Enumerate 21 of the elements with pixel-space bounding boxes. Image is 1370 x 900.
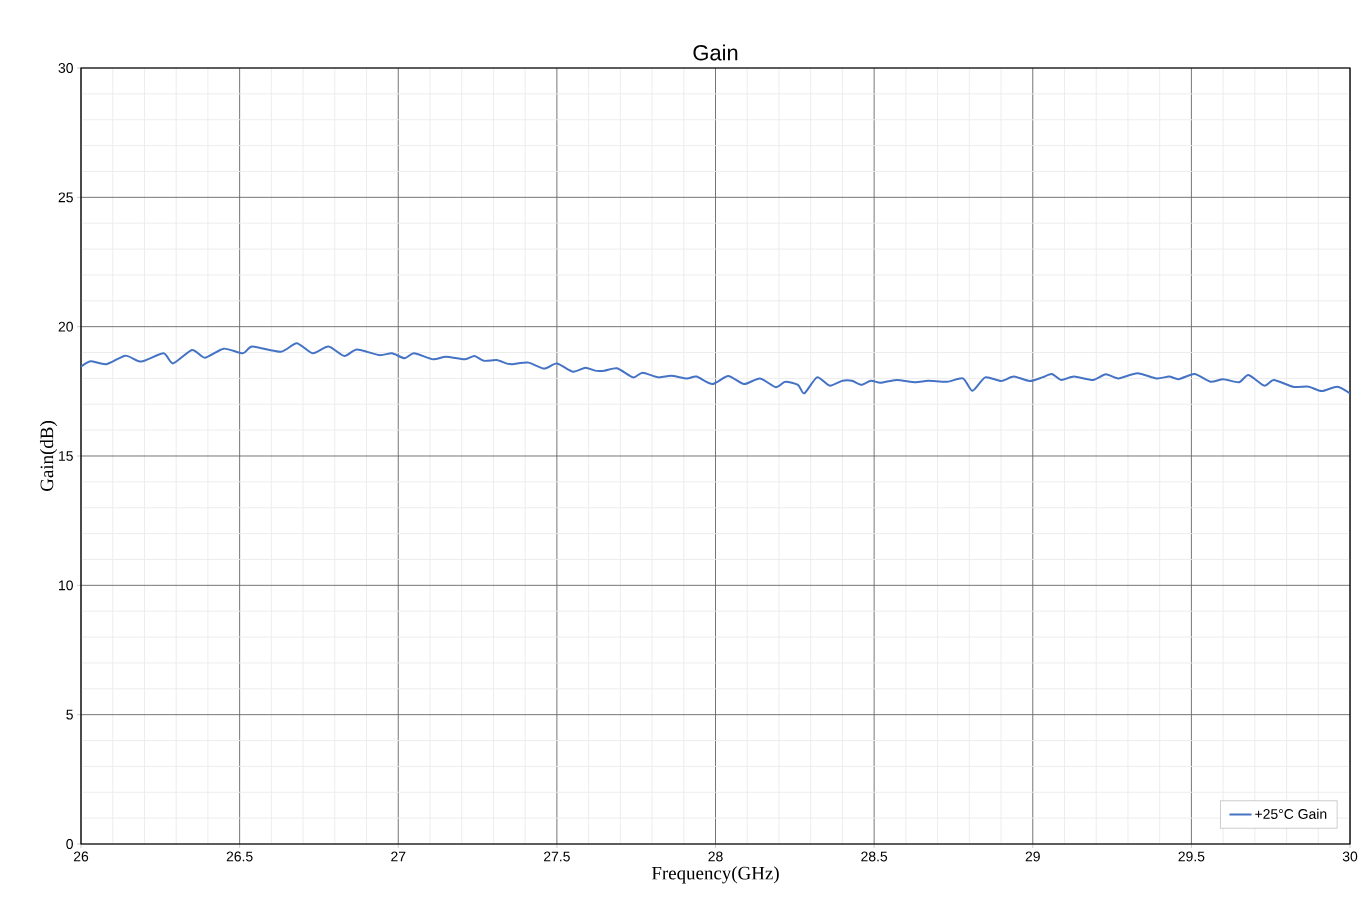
y-tick-label: 10: [59, 580, 73, 591]
x-tick-label: 26.5: [226, 851, 253, 862]
x-tick-label: 29: [1025, 851, 1040, 862]
x-tick-label: 29.5: [1178, 851, 1205, 862]
y-tick-label: 5: [66, 709, 73, 720]
y-tick-label: 20: [58, 321, 73, 332]
x-tick-label: 30: [1342, 851, 1358, 862]
chart-title: Gain: [693, 44, 738, 61]
x-tick-label: 27: [391, 851, 406, 862]
y-axis-title: Gain(dB): [39, 421, 58, 491]
y-tick-label: 25: [58, 192, 73, 203]
x-axis-title: Frequency(GHz): [651, 866, 779, 884]
y-tick-label: 0: [66, 839, 73, 849]
legend-label: +25°C Gain: [1255, 808, 1327, 819]
x-tick-label: 26: [73, 851, 89, 862]
x-tick-label: 28.5: [861, 851, 888, 862]
y-tick-label: 15: [59, 451, 73, 461]
line-series: [81, 342, 1351, 395]
x-tick-label: 28: [708, 851, 723, 862]
x-tick-label: 27.5: [544, 851, 570, 862]
y-tick-label: 30: [58, 63, 73, 73]
